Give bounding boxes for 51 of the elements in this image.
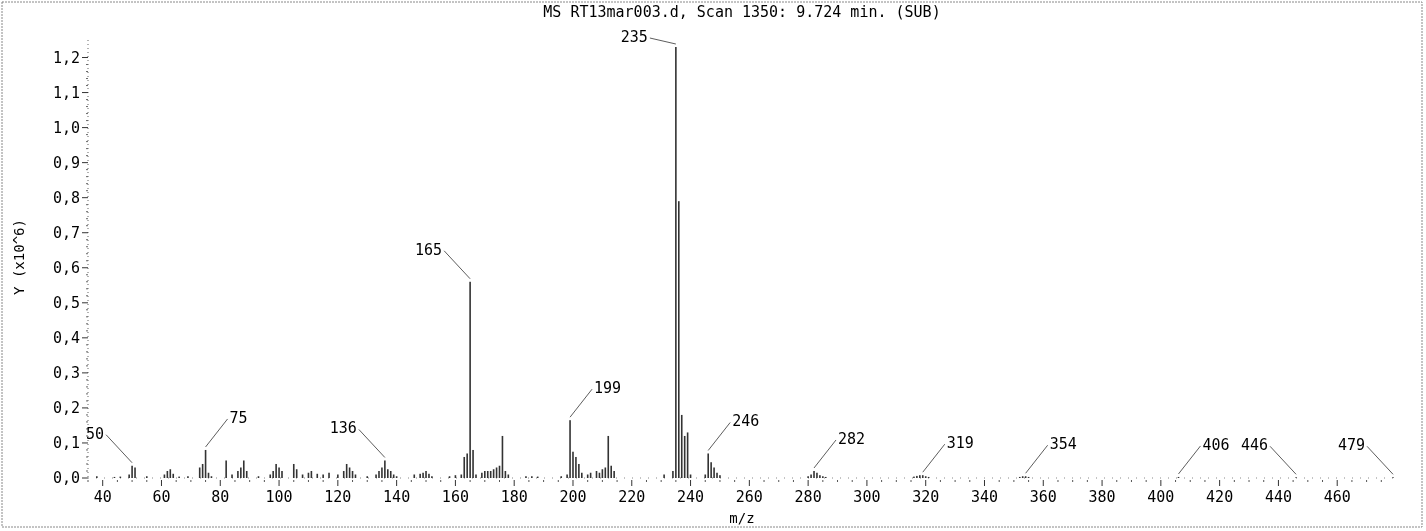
x-tick-label: 460 xyxy=(1323,488,1351,506)
x-tick-label: 280 xyxy=(794,488,822,506)
y-tick-label: 0,9 xyxy=(52,153,80,172)
y-tick-label: 1,0 xyxy=(52,118,80,137)
annotation: 282 xyxy=(838,429,866,448)
annotation: 199 xyxy=(594,379,622,398)
x-tick-label: 260 xyxy=(735,488,763,506)
x-tick-label: 380 xyxy=(1088,488,1116,506)
y-tick-label: 0,3 xyxy=(52,363,80,382)
x-tick-label: 340 xyxy=(970,488,999,506)
x-tick-label: 60 xyxy=(152,488,171,506)
x-tick-label: 200 xyxy=(559,488,587,506)
y-tick-label: 1,1 xyxy=(52,83,80,102)
y-tick-label: 1,2 xyxy=(52,48,80,67)
y-tick-label: 0,8 xyxy=(52,188,80,207)
annotation: 446 xyxy=(1240,436,1269,455)
x-tick-label: 100 xyxy=(265,488,293,506)
x-tick-label: 360 xyxy=(1029,488,1057,506)
y-tick-label: 0,5 xyxy=(52,293,80,312)
x-tick-label: 300 xyxy=(853,488,881,506)
annotation: 354 xyxy=(1049,435,1077,454)
x-tick-label: 240 xyxy=(677,488,705,506)
annotation: 235 xyxy=(620,28,648,47)
annotation: 50 xyxy=(86,424,105,443)
x-tick-label: 320 xyxy=(912,488,940,506)
y-tick-label: 0,6 xyxy=(52,258,80,277)
x-axis-title: m/z xyxy=(729,510,755,526)
annotation: 165 xyxy=(415,240,443,259)
annotation: 75 xyxy=(229,408,248,427)
x-tick-label: 160 xyxy=(441,488,469,506)
x-tick-label: 220 xyxy=(618,488,646,506)
annotation: 479 xyxy=(1337,436,1366,455)
x-tick-label: 80 xyxy=(211,488,230,506)
x-tick-label: 120 xyxy=(324,488,352,506)
annotation: 406 xyxy=(1202,435,1230,454)
annotation: 246 xyxy=(732,412,760,431)
annotation: 136 xyxy=(329,419,357,438)
y-tick-label: 0,2 xyxy=(52,398,80,417)
x-tick-label: 440 xyxy=(1264,488,1292,506)
x-tick-label: 400 xyxy=(1147,488,1175,506)
x-tick-label: 40 xyxy=(93,488,112,506)
y-tick-label: 0,0 xyxy=(52,469,80,487)
x-tick-label: 140 xyxy=(383,488,411,506)
y-axis-title: Y (x10^6) xyxy=(11,219,27,295)
x-tick-label: 420 xyxy=(1206,488,1234,506)
y-tick-label: 0,4 xyxy=(52,328,80,347)
annotation: 319 xyxy=(946,434,974,453)
x-tick-label: 180 xyxy=(500,488,528,506)
chart-title: MS RT13mar003.d, Scan 1350: 9.724 min. (SUB) xyxy=(543,3,941,21)
y-tick-label: 0,7 xyxy=(52,223,80,242)
y-tick-label: 0,1 xyxy=(52,433,80,452)
